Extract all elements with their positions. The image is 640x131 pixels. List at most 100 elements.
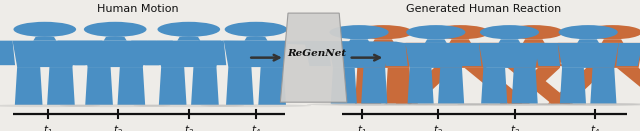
Polygon shape xyxy=(361,68,387,103)
Polygon shape xyxy=(429,43,491,68)
Polygon shape xyxy=(381,43,408,66)
Ellipse shape xyxy=(331,103,436,106)
Polygon shape xyxy=(405,43,467,68)
Text: Human Motion: Human Motion xyxy=(97,4,179,14)
Polygon shape xyxy=(465,68,530,103)
Polygon shape xyxy=(412,43,438,66)
Ellipse shape xyxy=(406,25,465,39)
Ellipse shape xyxy=(354,25,413,39)
Text: $t_4$: $t_4$ xyxy=(590,123,600,131)
Polygon shape xyxy=(104,37,127,41)
Polygon shape xyxy=(577,39,599,43)
Polygon shape xyxy=(503,43,564,68)
Polygon shape xyxy=(177,37,200,41)
Polygon shape xyxy=(385,68,412,103)
Polygon shape xyxy=(33,37,56,41)
Text: $t_1$: $t_1$ xyxy=(43,123,53,131)
Ellipse shape xyxy=(559,25,618,39)
Polygon shape xyxy=(434,43,515,66)
Polygon shape xyxy=(74,41,102,65)
Polygon shape xyxy=(602,39,623,43)
Ellipse shape xyxy=(307,103,412,106)
Ellipse shape xyxy=(408,103,513,106)
Polygon shape xyxy=(353,43,414,68)
Polygon shape xyxy=(85,67,113,105)
Polygon shape xyxy=(508,68,573,103)
Polygon shape xyxy=(586,43,640,66)
Ellipse shape xyxy=(504,25,563,39)
Polygon shape xyxy=(481,68,508,103)
Ellipse shape xyxy=(383,103,488,106)
Polygon shape xyxy=(15,67,42,105)
Ellipse shape xyxy=(134,104,244,107)
Polygon shape xyxy=(616,43,640,66)
Polygon shape xyxy=(479,43,540,68)
Polygon shape xyxy=(560,68,586,103)
Polygon shape xyxy=(355,68,381,103)
Text: $t_2$: $t_2$ xyxy=(433,123,444,131)
Polygon shape xyxy=(305,43,331,66)
Polygon shape xyxy=(145,41,173,65)
Polygon shape xyxy=(500,68,560,103)
Polygon shape xyxy=(0,41,15,65)
Polygon shape xyxy=(540,43,640,48)
Polygon shape xyxy=(348,39,370,43)
Polygon shape xyxy=(157,41,221,67)
Ellipse shape xyxy=(84,22,147,37)
Ellipse shape xyxy=(60,104,170,107)
Polygon shape xyxy=(390,43,515,48)
Polygon shape xyxy=(425,39,447,43)
Polygon shape xyxy=(479,43,567,66)
Polygon shape xyxy=(331,68,357,103)
Text: ReGenNet: ReGenNet xyxy=(287,49,346,58)
Polygon shape xyxy=(455,43,481,66)
Ellipse shape xyxy=(157,22,220,37)
Polygon shape xyxy=(259,67,286,105)
Polygon shape xyxy=(372,39,394,43)
Polygon shape xyxy=(449,39,471,43)
Ellipse shape xyxy=(480,25,539,39)
Text: $t_4$: $t_4$ xyxy=(251,123,261,131)
Polygon shape xyxy=(198,41,227,65)
Polygon shape xyxy=(396,68,456,103)
Ellipse shape xyxy=(330,25,388,39)
Ellipse shape xyxy=(13,22,76,37)
Polygon shape xyxy=(226,67,253,105)
Polygon shape xyxy=(329,43,355,66)
Ellipse shape xyxy=(457,103,562,106)
Polygon shape xyxy=(558,43,627,66)
Polygon shape xyxy=(523,39,545,43)
Polygon shape xyxy=(511,68,538,103)
Polygon shape xyxy=(582,43,640,68)
Ellipse shape xyxy=(536,103,640,106)
Polygon shape xyxy=(221,41,354,46)
Text: Generated Human Reaction: Generated Human Reaction xyxy=(406,4,561,14)
Polygon shape xyxy=(288,41,421,46)
Polygon shape xyxy=(467,43,592,48)
Ellipse shape xyxy=(201,104,311,107)
Polygon shape xyxy=(118,67,145,105)
Polygon shape xyxy=(406,43,475,66)
Polygon shape xyxy=(548,68,608,103)
Polygon shape xyxy=(617,68,640,103)
Polygon shape xyxy=(13,41,77,67)
Polygon shape xyxy=(191,67,219,105)
Polygon shape xyxy=(58,41,86,65)
Polygon shape xyxy=(438,68,464,103)
Polygon shape xyxy=(224,41,288,67)
Polygon shape xyxy=(514,43,588,66)
Polygon shape xyxy=(159,67,186,105)
Text: $t_3$: $t_3$ xyxy=(510,123,520,131)
Polygon shape xyxy=(328,43,390,68)
Polygon shape xyxy=(47,67,75,105)
Polygon shape xyxy=(280,13,347,102)
Polygon shape xyxy=(590,68,616,103)
Ellipse shape xyxy=(583,25,640,39)
Polygon shape xyxy=(83,41,147,67)
Ellipse shape xyxy=(225,22,287,37)
Text: $t_1$: $t_1$ xyxy=(356,123,367,131)
Text: $t_3$: $t_3$ xyxy=(184,123,194,131)
Polygon shape xyxy=(557,43,619,68)
Polygon shape xyxy=(534,43,560,66)
Polygon shape xyxy=(244,37,268,41)
